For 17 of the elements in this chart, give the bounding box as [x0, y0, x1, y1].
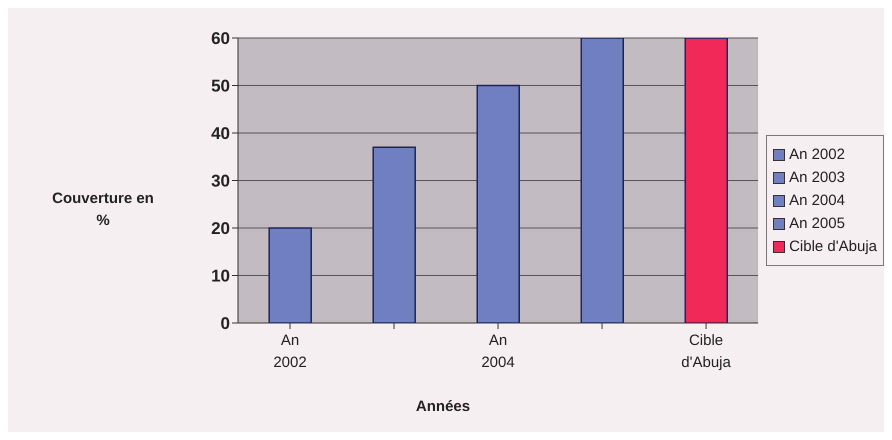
- y-tick-label: 30: [211, 172, 230, 191]
- legend-label: An 2002: [789, 146, 845, 163]
- legend-label: An 2005: [789, 215, 845, 232]
- x-tick-label: An 2004: [481, 332, 515, 371]
- y-tick-label: 40: [211, 124, 230, 144]
- y-tick-label: 0: [220, 314, 230, 334]
- y-tick-label: 20: [211, 219, 230, 238]
- y-tick-label: 50: [211, 76, 230, 96]
- legend-label: An 2004: [789, 192, 845, 209]
- legend-label: An 2003: [789, 169, 845, 186]
- y-tick-label: 60: [211, 29, 230, 48]
- x-tick-label: Cible d'Abuja: [681, 332, 732, 371]
- x-axis-title: Années: [414, 398, 472, 415]
- x-tick-label: An 2002: [273, 332, 307, 371]
- y-axis-title: Couverture en %: [51, 189, 155, 231]
- y-tick-label: 10: [211, 266, 230, 286]
- legend-label: Cible d'Abuja: [789, 238, 877, 255]
